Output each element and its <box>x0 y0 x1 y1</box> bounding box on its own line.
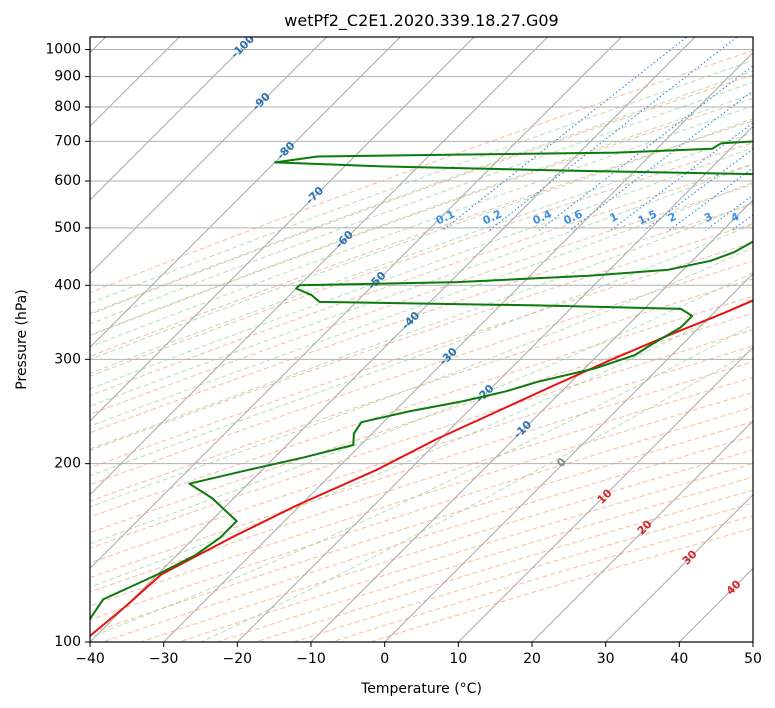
y-tick-label: 900 <box>54 69 81 85</box>
dry-adiabat <box>90 183 753 415</box>
dry-adiabat <box>90 329 753 549</box>
x-axis: −40 −30 −20 −10 0 10 20 30 40 50 <box>75 642 762 667</box>
x-tick-label: −30 <box>149 651 179 667</box>
mixing-ratio-line <box>442 37 688 231</box>
dry-adiabat <box>90 421 753 634</box>
moist-adiabat <box>90 201 753 450</box>
isopleth-labels: -100-90-80-70-60-50-40-30-20-100.1 0.2 0.4… <box>228 37 775 598</box>
dry-adiabat <box>90 120 753 357</box>
dry-adiabat-label: 20 <box>635 517 655 537</box>
isotherm <box>90 37 475 422</box>
mixing-ratio-label: 0.2 <box>481 207 504 227</box>
y-tick-label: 1000 <box>45 42 81 58</box>
x-tick-label: 20 <box>523 651 541 667</box>
moist-adiabat <box>90 81 753 325</box>
isotherm <box>531 420 753 642</box>
mixing-ratio-label: 6 <box>768 210 775 225</box>
moist-adiabat <box>90 147 753 390</box>
moist-adiabat <box>90 93 753 336</box>
x-tick-label: −10 <box>296 651 326 667</box>
isotherm <box>605 493 753 642</box>
moist-adiabat <box>90 163 753 407</box>
mixing-ratio-line <box>704 194 753 231</box>
y-tick-label: 100 <box>54 634 81 650</box>
isotherm <box>90 37 328 275</box>
y-tick-label: 200 <box>54 456 81 472</box>
dry-adiabat <box>90 361 753 579</box>
plot-frame <box>89 36 754 643</box>
x-tick-label: 50 <box>744 651 762 667</box>
chart-title: wetPf2_C2E1.2020.339.18.27.G09 <box>284 11 558 31</box>
dry-adiabat <box>90 312 753 534</box>
dry-adiabat <box>90 142 753 377</box>
dry-adiabat <box>90 163 753 397</box>
isotherm <box>90 37 622 570</box>
isotherm <box>752 641 753 642</box>
x-tick-label: 0 <box>380 651 389 667</box>
mixing-ratio-line <box>771 25 775 231</box>
dry-adiabat <box>90 406 753 621</box>
isotherm <box>457 346 753 642</box>
y-axis: 100 200 300 400 500 600 700 800 900 1000 <box>45 42 90 650</box>
mixing-ratio-label: 1 <box>607 210 619 225</box>
dry-adiabat <box>90 260 753 486</box>
moist-adiabat <box>90 59 753 305</box>
isotherm <box>384 272 753 642</box>
dry-adiabat <box>90 391 753 607</box>
isotherm <box>236 125 753 642</box>
dry-adiabat <box>90 203 753 434</box>
pressure-gridlines <box>90 49 753 642</box>
dry-adiabat <box>90 345 753 564</box>
y-tick-label: 400 <box>54 277 81 293</box>
dry-adiabat <box>291 502 753 642</box>
dry-adiabat <box>90 50 753 294</box>
dry-adiabat <box>368 527 753 642</box>
isotherm <box>310 199 753 642</box>
y-tick-label: 600 <box>54 173 81 189</box>
isotherm <box>90 37 549 496</box>
dry-adiabat <box>90 295 753 518</box>
isotherm <box>163 51 753 642</box>
profile-series <box>90 140 753 638</box>
y-tick-label: 700 <box>54 133 81 149</box>
mixing-ratio-line <box>569 89 753 231</box>
isotherms <box>90 37 753 642</box>
x-tick-label: 30 <box>597 651 615 667</box>
dry-adiabat <box>90 376 753 593</box>
isotherm <box>90 37 696 642</box>
y-axis-label: Pressure (hPa) <box>14 289 30 389</box>
dewpoint-line <box>90 140 753 621</box>
y-tick-label: 800 <box>54 99 81 115</box>
moist-adiabat <box>90 118 753 360</box>
dry-adiabat-label: 10 <box>595 486 615 506</box>
y-tick-label: 500 <box>54 220 81 236</box>
dry-adiabat <box>90 278 753 502</box>
temperature-line <box>90 299 753 638</box>
x-tick-label: −40 <box>75 651 105 667</box>
moist-adiabat <box>201 349 753 642</box>
x-tick-label: 10 <box>449 651 467 667</box>
moist-adiabat <box>90 105 753 348</box>
y-tick-label: 300 <box>54 351 81 367</box>
moist-adiabat-label: 0 <box>554 455 569 470</box>
dry-adiabat <box>101 435 753 642</box>
moist-adiabats <box>90 59 753 642</box>
dry-adiabat <box>90 242 753 469</box>
isotherm <box>90 37 401 349</box>
mixing-ratio-line <box>643 148 753 231</box>
dry-adiabat <box>177 463 753 642</box>
dry-adiabat <box>90 97 753 337</box>
mixing-ratio-label: 0.1 <box>434 207 457 227</box>
dry-adiabat <box>90 74 753 315</box>
dry-adiabats <box>90 50 753 642</box>
x-tick-label: 40 <box>670 651 688 667</box>
x-axis-label: Temperature (°C) <box>360 681 482 697</box>
moist-adiabat <box>90 70 753 315</box>
dry-adiabat <box>90 223 753 451</box>
x-tick-label: −20 <box>223 651 253 667</box>
isotherm <box>90 37 254 201</box>
